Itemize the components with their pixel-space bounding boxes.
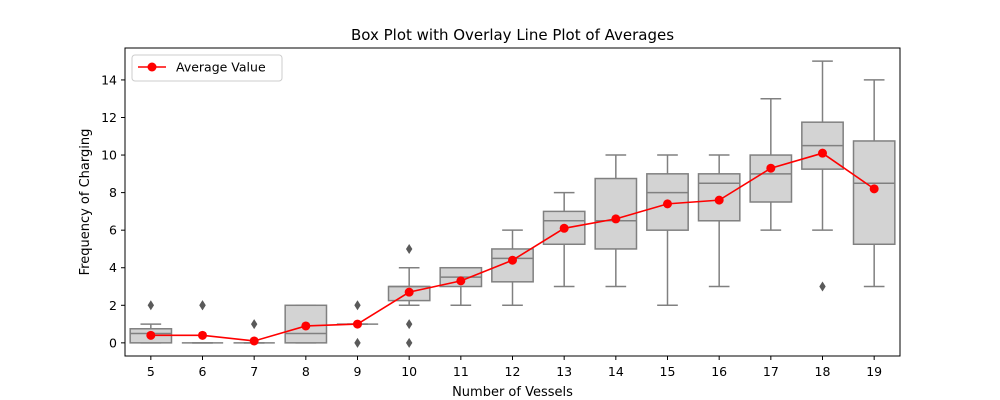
y-tick-label-4: 4: [109, 260, 117, 275]
x-tick-label-8: 8: [302, 364, 310, 379]
box-14: [594, 154, 638, 288]
x-tick-label-7: 7: [250, 364, 258, 379]
box-body: [491, 248, 534, 283]
average-point-11: [456, 276, 466, 286]
outlier-marker: [405, 243, 413, 254]
average-point-6: [198, 330, 207, 340]
x-axis: 5 6 7 8 9 10 11 12 13 14 15 16 17 18 19: [147, 356, 882, 379]
x-tick-label-11: 11: [453, 364, 469, 379]
y-tick-label-8: 8: [109, 185, 117, 200]
boxes-layer: [129, 60, 896, 348]
box-18: [801, 60, 844, 292]
x-tick-label-16: 16: [711, 364, 727, 379]
average-point-8: [301, 321, 311, 331]
y-tick-label-14: 14: [101, 72, 117, 87]
x-tick-label-15: 15: [660, 364, 676, 379]
box-12: [491, 229, 534, 307]
outlier-marker: [405, 337, 413, 348]
y-tick-label-10: 10: [101, 148, 117, 163]
box-11: [439, 266, 483, 307]
average-point-15: [663, 199, 672, 209]
y-axis-label: Frequency of Charging: [78, 129, 93, 276]
box-body: [594, 177, 638, 250]
x-tick-label-18: 18: [815, 364, 831, 379]
box-19: [852, 79, 896, 288]
outlier-marker: [250, 319, 258, 330]
x-tick-label-19: 19: [866, 364, 882, 379]
box-16: [697, 154, 741, 288]
outlier-marker: [199, 300, 206, 311]
x-tick-label-14: 14: [608, 364, 624, 379]
outlier-marker: [147, 300, 155, 311]
box-13: [542, 191, 586, 288]
box-6: [181, 300, 224, 344]
x-tick-label-5: 5: [147, 364, 155, 379]
outlier-marker: [354, 300, 361, 311]
y-tick-label-12: 12: [101, 110, 117, 125]
average-point-14: [611, 214, 621, 224]
y-tick-label-0: 0: [109, 335, 117, 350]
average-line-layer: [146, 148, 879, 346]
y-axis: 0 2 4 6 8 10 12 14: [101, 72, 125, 350]
x-tick-label-12: 12: [505, 364, 521, 379]
y-tick-label-2: 2: [109, 298, 117, 313]
legend: Average Value: [131, 54, 283, 82]
average-point-10: [404, 287, 414, 297]
average-point-19: [869, 184, 879, 194]
x-tick-label-10: 10: [401, 364, 417, 379]
outlier-marker: [819, 281, 826, 292]
legend-entry-average-value: Average Value: [176, 60, 266, 75]
outlier-marker: [405, 319, 413, 330]
x-axis-label: Number of Vessels: [452, 385, 573, 400]
average-point-16: [714, 195, 724, 205]
average-point-7: [249, 336, 259, 346]
legend-marker-swatch: [147, 62, 157, 72]
x-tick-label-13: 13: [556, 364, 572, 379]
legend-frame: [131, 54, 283, 82]
average-point-12: [508, 255, 517, 265]
average-point-17: [766, 163, 776, 173]
x-tick-label-9: 9: [354, 364, 362, 379]
box-15: [646, 154, 689, 307]
y-tick-label-6: 6: [109, 223, 117, 238]
outlier-marker: [354, 337, 361, 348]
average-point-18: [818, 148, 827, 158]
average-point-9: [353, 319, 362, 329]
x-tick-label-6: 6: [199, 364, 207, 379]
average-point-5: [146, 330, 156, 340]
box-body: [749, 154, 793, 203]
chart-title: Box Plot with Overlay Line Plot of Avera…: [351, 26, 674, 44]
x-tick-label-17: 17: [763, 364, 779, 379]
average-point-13: [559, 223, 569, 233]
box-17: [749, 97, 793, 231]
